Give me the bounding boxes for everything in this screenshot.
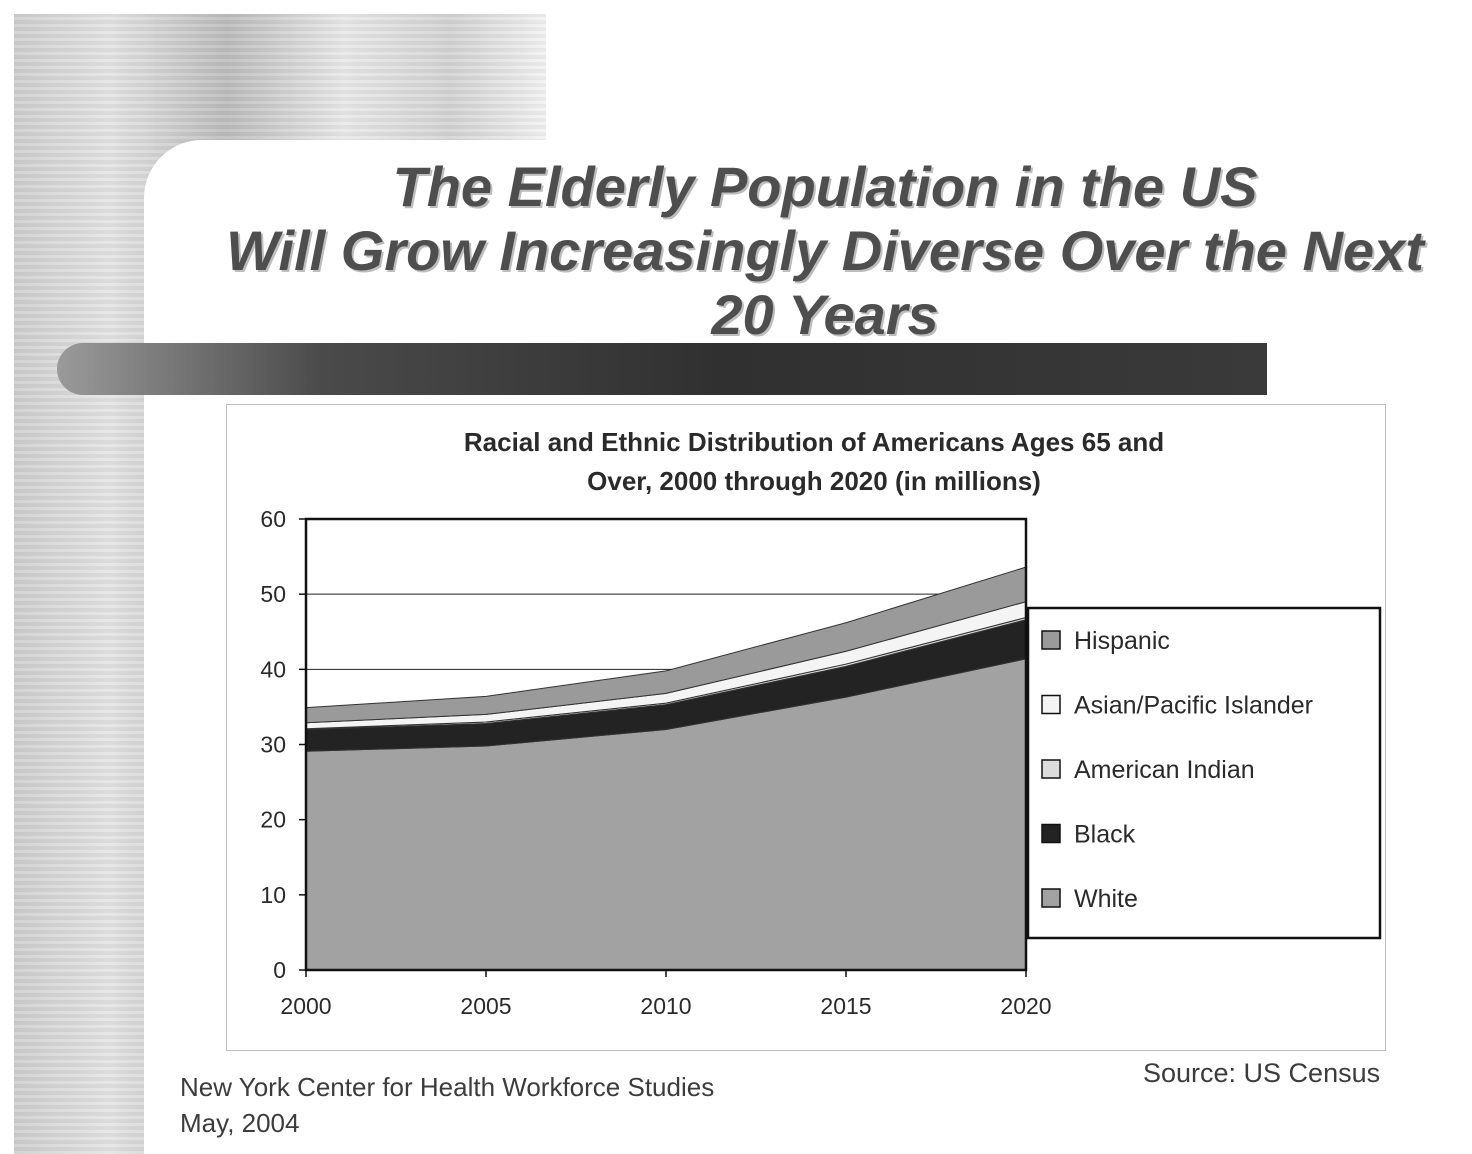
stacked-areas bbox=[305, 566, 1027, 971]
x-tick-label-2005: 2005 bbox=[460, 993, 511, 1019]
legend-label-american-indian: American Indian bbox=[1074, 756, 1255, 784]
y-tick-label-30: 30 bbox=[260, 732, 286, 758]
legend-item-american-indian: American Indian bbox=[1041, 756, 1255, 784]
legend-item-hispanic: Hispanic bbox=[1041, 627, 1170, 655]
footer-date: May, 2004 bbox=[180, 1108, 300, 1138]
x-tick-label-2020: 2020 bbox=[1000, 993, 1051, 1019]
x-tick-label-2000: 2000 bbox=[280, 993, 331, 1019]
legend-swatch-american-indian bbox=[1041, 759, 1061, 779]
chart-title-line-2: Over, 2000 through 2020 (in millions) bbox=[587, 466, 1041, 496]
y-tick-label-20: 20 bbox=[260, 807, 286, 833]
legend-item-white: White bbox=[1041, 885, 1138, 913]
legend-item-asian-pacific-islander: Asian/Pacific Islander bbox=[1041, 692, 1313, 720]
legend-swatch-white bbox=[1041, 888, 1061, 908]
legend-label-asian-pacific-islander: Asian/Pacific Islander bbox=[1074, 692, 1313, 720]
slide-title-line-2: Will Grow Increasingly Diverse Over the … bbox=[226, 219, 1424, 282]
legend-items: Hispanic Asian/Pacific Islander American I… bbox=[1041, 627, 1313, 913]
y-tick-label-0: 0 bbox=[273, 957, 286, 983]
legend-label-hispanic: Hispanic bbox=[1074, 627, 1170, 655]
legend-item-black: Black bbox=[1041, 821, 1136, 849]
title-underline-bar bbox=[57, 343, 1267, 395]
legend-box bbox=[1026, 606, 1382, 940]
y-tick-label-10: 10 bbox=[260, 882, 286, 908]
slide-title-line-3: 20 Years bbox=[711, 283, 939, 346]
footer-organization: New York Center for Health Workforce Stu… bbox=[180, 1072, 715, 1102]
y-tick-label-40: 40 bbox=[260, 656, 286, 682]
legend-swatch-hispanic bbox=[1041, 630, 1061, 650]
legend-label-black: Black bbox=[1074, 821, 1136, 849]
legend-swatch-asian-pacific-islander bbox=[1041, 694, 1061, 715]
y-tick-label-60: 60 bbox=[260, 506, 286, 532]
legend-label-white: White bbox=[1074, 885, 1138, 913]
source-note: Source: US Census bbox=[1143, 1058, 1381, 1088]
area-chart: Racial and Ethnic Distribution of Americ… bbox=[260, 427, 1382, 1019]
slide-title: The Elderly Population in the US Will Gr… bbox=[190, 155, 1460, 347]
slide-title-line-1: The Elderly Population in the US bbox=[392, 155, 1258, 218]
x-axis: 2000 2005 2010 2015 2020 bbox=[280, 970, 1052, 1019]
legend-swatch-black bbox=[1041, 823, 1061, 844]
y-tick-label-50: 50 bbox=[260, 581, 286, 607]
y-axis: 0 10 20 30 40 50 60 bbox=[260, 506, 306, 983]
x-tick-label-2015: 2015 bbox=[820, 993, 871, 1019]
legend: Hispanic Asian/Pacific Islander American I… bbox=[1026, 606, 1382, 940]
x-tick-label-2010: 2010 bbox=[640, 993, 691, 1019]
chart-title-line-1: Racial and Ethnic Distribution of Americ… bbox=[464, 427, 1164, 457]
